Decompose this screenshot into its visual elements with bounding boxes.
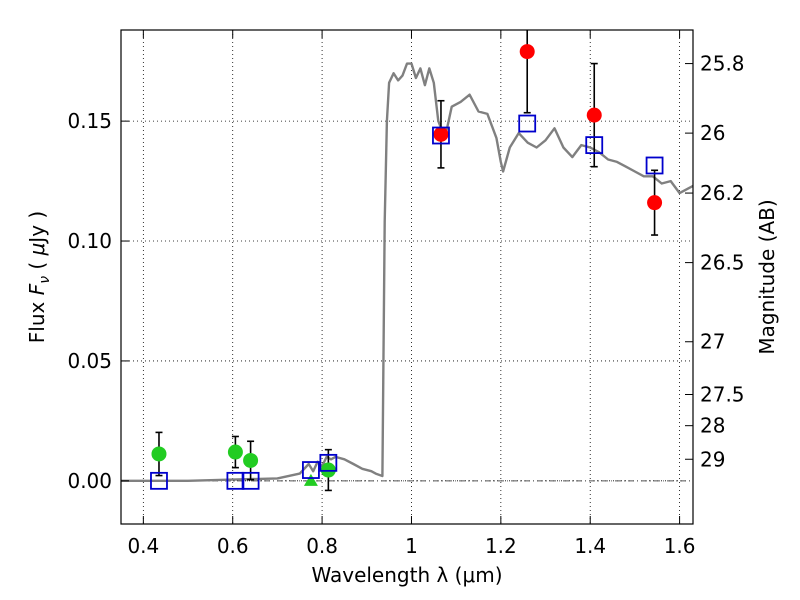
model-point-square <box>432 126 450 145</box>
data-point-circle <box>433 126 449 142</box>
model-point-square <box>645 156 664 175</box>
y-axis-label-open: ( <box>25 255 49 276</box>
y-tick-label: 0.05 <box>67 349 112 373</box>
y2-tick-label: 27 <box>700 330 725 354</box>
model-point-square <box>585 136 604 155</box>
data-markers <box>150 44 664 490</box>
y-tick-labels: 0.00 0.05 0.10 0.15 <box>67 109 112 493</box>
data-point-circle <box>243 452 259 468</box>
model-point-square <box>518 114 537 133</box>
y2-tick-label: 26 <box>700 121 725 145</box>
y-axis-label-mu: μ <box>25 243 49 257</box>
x-tick-label: 0.8 <box>306 534 338 558</box>
y-axis-label-nu: ν <box>37 276 53 284</box>
data-point-circle <box>151 446 167 462</box>
x-tick-label: 0.6 <box>217 534 249 558</box>
y-tick-label: 0.10 <box>67 229 112 253</box>
y-axis-label: Flux Fν ( μJy ) <box>25 211 53 343</box>
model-point-square <box>150 471 168 490</box>
model-point-square <box>319 453 338 472</box>
y2-tick-label: 29 <box>700 447 725 471</box>
x-tick-label: 1.2 <box>485 534 517 558</box>
data-point-circle <box>647 195 663 211</box>
plot-frame <box>120 29 694 525</box>
data-point-circle <box>227 444 243 460</box>
model-point-square <box>241 471 260 490</box>
y2-tick-labels: 25.8 26 26.2 26.5 27 27.5 28 29 <box>700 52 745 472</box>
ticks <box>121 30 693 524</box>
y2-tick-label: 26.2 <box>700 181 745 205</box>
y2-tick-label: 27.5 <box>700 383 745 407</box>
y-axis-label-f: F <box>25 283 49 295</box>
data-point-circle <box>519 44 535 60</box>
y-tick-label: 0.15 <box>67 109 112 133</box>
x-tick-labels: 0.4 0.6 0.8 1 1.2 1.4 1.6 <box>127 534 695 558</box>
x-tick-label: 0.4 <box>127 534 159 558</box>
y-tick-label: 0.00 <box>67 469 112 493</box>
y2-tick-label: 28 <box>700 414 725 438</box>
y2-tick-label: 25.8 <box>700 52 745 76</box>
data-point-triangle <box>303 473 318 486</box>
x-axis-label: Wavelength λ (μm) <box>311 563 502 587</box>
x-tick-label: 1.4 <box>574 534 606 558</box>
y2-axis-label: Magnitude (AB) <box>755 199 779 354</box>
x-tick-label: 1.6 <box>664 534 696 558</box>
x-tick-label: 1 <box>405 534 418 558</box>
y-axis-label-flux: Flux <box>25 295 49 343</box>
model-point-square <box>302 461 320 479</box>
plot-background <box>121 30 693 524</box>
data-point-circle <box>586 107 602 123</box>
y-axis-label-unit: Jy ) <box>25 211 49 245</box>
y2-tick-label: 26.5 <box>700 251 745 275</box>
